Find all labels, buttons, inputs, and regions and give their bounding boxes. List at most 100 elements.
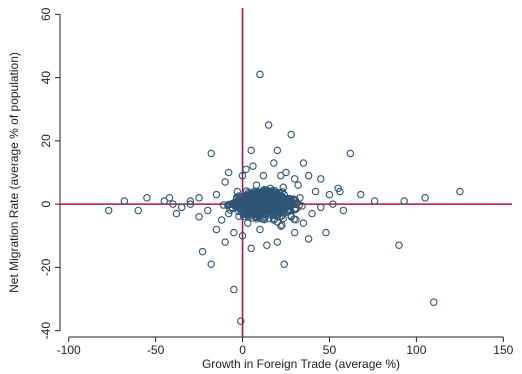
data-point — [195, 213, 203, 221]
data-point — [264, 121, 273, 129]
data-point — [232, 193, 241, 202]
data-point — [259, 171, 268, 180]
data-point — [224, 168, 233, 177]
data-point — [257, 210, 265, 219]
data-point — [290, 228, 299, 237]
data-point — [322, 228, 330, 237]
data-point — [254, 197, 263, 205]
data-point — [207, 149, 215, 158]
x-tick-label: -100 — [57, 343, 81, 357]
x-tick-label: 100 — [406, 343, 426, 357]
data-point — [177, 203, 186, 212]
data-point — [259, 201, 268, 209]
data-point — [277, 171, 285, 180]
data-point — [235, 212, 243, 220]
x-tick-label: 50 — [323, 343, 337, 357]
data-point — [256, 70, 264, 79]
y-tick-label: 0 — [39, 200, 53, 207]
data-point — [224, 200, 233, 209]
data-point — [247, 146, 255, 155]
data-point — [134, 206, 142, 215]
data-point — [195, 194, 203, 202]
data-point — [217, 216, 226, 224]
data-point — [245, 196, 254, 205]
data-point — [304, 171, 313, 180]
data-point — [186, 200, 195, 208]
data-point — [308, 209, 316, 218]
data-point — [212, 190, 221, 199]
data-point — [456, 187, 464, 196]
data-point — [247, 244, 255, 253]
data-point — [273, 212, 282, 220]
data-point — [336, 187, 344, 196]
data-point — [292, 215, 300, 224]
data-point — [229, 199, 238, 207]
data-point — [207, 260, 215, 268]
data-point — [263, 241, 271, 250]
data-point — [238, 171, 247, 180]
y-tick-label: 60 — [39, 7, 53, 21]
y-axis-label: Net Migration Rate (average % of populat… — [7, 52, 21, 293]
data-point — [169, 200, 177, 208]
data-point — [329, 200, 337, 208]
data-point — [104, 206, 113, 215]
data-point — [339, 206, 348, 215]
x-tick-label: 0 — [239, 343, 246, 357]
data-point — [242, 165, 250, 174]
x-axis-label: Growth in Foreign Trade (average %) — [202, 357, 400, 371]
x-tick-label: -50 — [147, 343, 165, 357]
data-point — [249, 162, 257, 170]
data-point — [279, 183, 288, 192]
data-point — [287, 130, 295, 139]
data-points — [104, 70, 464, 325]
data-point — [290, 197, 298, 205]
data-point — [230, 228, 238, 237]
data-point — [251, 210, 259, 218]
data-point — [400, 197, 408, 205]
data-point — [237, 317, 245, 325]
data-point — [273, 146, 282, 155]
reference-lines — [60, 8, 512, 337]
data-point — [221, 178, 229, 186]
data-point — [172, 209, 181, 218]
data-point — [261, 205, 270, 214]
data-point — [287, 211, 295, 220]
data-point — [294, 181, 302, 189]
data-point — [421, 194, 429, 202]
x-tick-label: 150 — [493, 343, 513, 357]
data-point — [160, 197, 169, 205]
data-point — [299, 219, 308, 227]
data-point — [273, 238, 282, 246]
data-point — [204, 206, 212, 215]
data-point — [234, 201, 242, 209]
data-point — [212, 225, 221, 234]
y-tick-label: 40 — [39, 71, 53, 85]
data-point — [230, 285, 238, 294]
data-point — [273, 218, 282, 226]
data-point — [270, 159, 278, 167]
data-point — [186, 197, 195, 205]
data-point — [430, 298, 438, 306]
axis-labels: Growth in Foreign Trade (average %) Net … — [7, 52, 400, 371]
data-point — [238, 232, 247, 240]
data-point — [304, 235, 313, 243]
data-point — [248, 209, 256, 218]
data-point — [357, 190, 365, 199]
data-point — [250, 201, 259, 209]
data-point — [219, 201, 228, 209]
data-point — [221, 238, 229, 246]
data-point — [290, 175, 299, 183]
data-point — [256, 225, 264, 234]
data-point — [370, 197, 379, 205]
data-point — [239, 210, 248, 218]
data-point — [258, 192, 267, 200]
data-point — [224, 209, 233, 218]
data-point — [260, 190, 269, 198]
data-point — [252, 205, 260, 214]
data-point — [266, 203, 275, 212]
data-point — [282, 168, 290, 177]
data-point — [317, 203, 325, 212]
data-point — [346, 149, 355, 158]
data-point — [265, 214, 273, 223]
